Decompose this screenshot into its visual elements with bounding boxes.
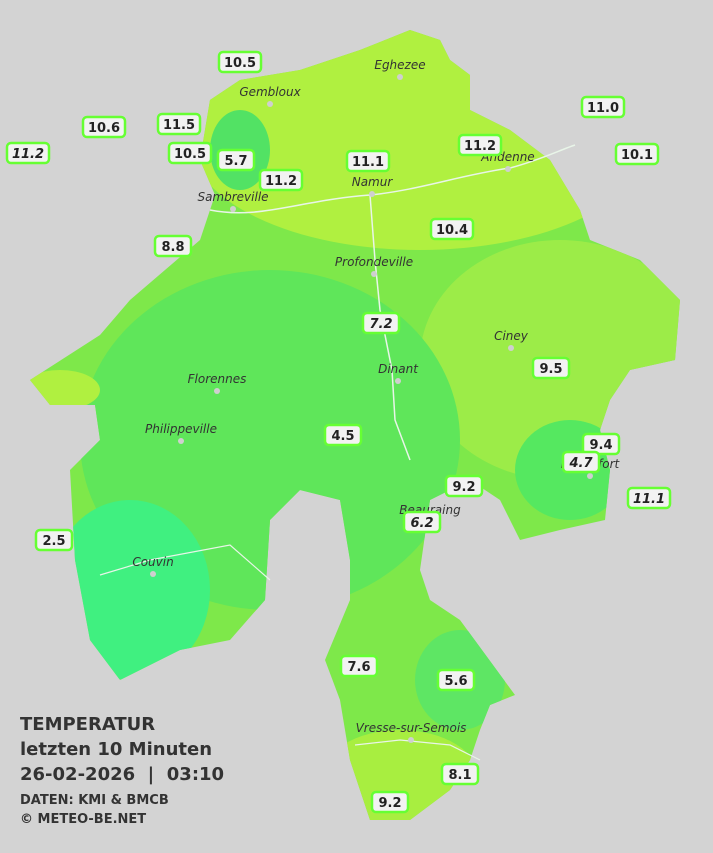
city-label: Couvin bbox=[132, 555, 173, 569]
river bbox=[354, 739, 481, 761]
station-value: 6.2 bbox=[410, 516, 433, 531]
subtitle: letzten 10 Minuten bbox=[20, 739, 212, 760]
station-value: 10.6 bbox=[88, 121, 120, 136]
city-dot bbox=[505, 166, 511, 172]
station-box bbox=[614, 142, 660, 166]
copyright: © METEO-BE.NET bbox=[20, 812, 146, 827]
station-box bbox=[34, 528, 74, 552]
station-value: 10.5 bbox=[174, 147, 206, 162]
city-dot bbox=[214, 388, 220, 394]
city-dot bbox=[371, 271, 377, 277]
station-box bbox=[323, 423, 363, 447]
station-value: 2.5 bbox=[42, 534, 65, 549]
stations: 10.5 10.6 11.5 11.2 10.5 5.7 11.2 11.1 11.2 11.0 1… bbox=[5, 50, 672, 814]
source: DATEN: KMI & BMCB bbox=[20, 793, 169, 808]
city-dot bbox=[397, 74, 403, 80]
station-box bbox=[153, 234, 193, 258]
river bbox=[209, 144, 576, 214]
station-value: 10.5 bbox=[224, 56, 256, 71]
station-box bbox=[581, 432, 621, 456]
station-value: 8.1 bbox=[448, 768, 471, 783]
station-value: 11.2 bbox=[12, 147, 44, 162]
station-value: 11.0 bbox=[587, 101, 619, 116]
city-label: Namur bbox=[352, 175, 394, 189]
station-value: 5.7 bbox=[224, 154, 247, 169]
station-box bbox=[156, 112, 202, 136]
station-box bbox=[436, 668, 476, 692]
station-box bbox=[440, 762, 480, 786]
station-box bbox=[167, 141, 213, 165]
city-label: Gembloux bbox=[239, 85, 301, 99]
station-value: 9.2 bbox=[452, 480, 475, 495]
city-label: Philippeville bbox=[145, 422, 217, 436]
station-box bbox=[402, 510, 442, 534]
station-box bbox=[5, 141, 51, 165]
station-value: 4.7 bbox=[568, 456, 593, 471]
city-label: Eghezee bbox=[374, 58, 425, 72]
city-label: Sambreville bbox=[197, 190, 268, 204]
cities: EghezeeGemblouxAndenneNamurSambrevillePr… bbox=[132, 58, 621, 743]
city-label: Vresse-sur-Semois bbox=[356, 721, 467, 735]
city-label: Profondeville bbox=[335, 255, 413, 269]
station-value: 9.5 bbox=[539, 362, 562, 377]
station-value: 10.4 bbox=[436, 223, 468, 238]
river bbox=[369, 194, 411, 461]
city-dot bbox=[230, 206, 236, 212]
city-dot bbox=[178, 438, 184, 444]
station-box bbox=[444, 474, 484, 498]
city-label: Dinant bbox=[378, 362, 419, 376]
city-dot bbox=[267, 101, 273, 107]
station-box bbox=[457, 133, 503, 157]
station-value: 10.1 bbox=[621, 148, 653, 163]
city-dot bbox=[408, 737, 414, 743]
station-box bbox=[339, 654, 379, 678]
station-value: 11.1 bbox=[352, 155, 384, 170]
station-box bbox=[370, 790, 410, 814]
station-box bbox=[561, 450, 601, 474]
station-box bbox=[531, 356, 571, 380]
river bbox=[99, 544, 271, 581]
city-dot bbox=[150, 571, 156, 577]
station-value: 11.5 bbox=[163, 118, 195, 133]
station-box bbox=[216, 148, 256, 172]
datetime: 26-02-2026 | 03:10 bbox=[20, 764, 224, 785]
station-value: 7.6 bbox=[347, 660, 370, 675]
station-box bbox=[580, 95, 626, 119]
title: TEMPERATUR bbox=[20, 714, 155, 735]
city-dot bbox=[395, 378, 401, 384]
station-value: 4.5 bbox=[331, 429, 354, 444]
station-value: 11.2 bbox=[265, 174, 297, 189]
city-dot bbox=[587, 473, 593, 479]
station-value: 11.1 bbox=[633, 492, 665, 507]
station-box bbox=[361, 311, 401, 335]
station-box bbox=[429, 217, 475, 241]
station-box bbox=[345, 149, 391, 173]
station-box bbox=[626, 486, 672, 510]
station-value: 5.6 bbox=[444, 674, 467, 689]
station-value: 8.8 bbox=[161, 240, 184, 255]
city-dot bbox=[508, 345, 514, 351]
station-value: 7.2 bbox=[369, 317, 392, 332]
station-value: 11.2 bbox=[464, 139, 496, 154]
station-box bbox=[81, 115, 127, 139]
city-label: Florennes bbox=[188, 372, 247, 386]
station-box bbox=[217, 50, 263, 74]
station-value: 9.4 bbox=[589, 438, 612, 453]
city-label: Ciney bbox=[494, 329, 529, 343]
station-value: 9.2 bbox=[378, 796, 401, 811]
city-dot bbox=[369, 191, 375, 197]
station-box bbox=[258, 168, 304, 192]
